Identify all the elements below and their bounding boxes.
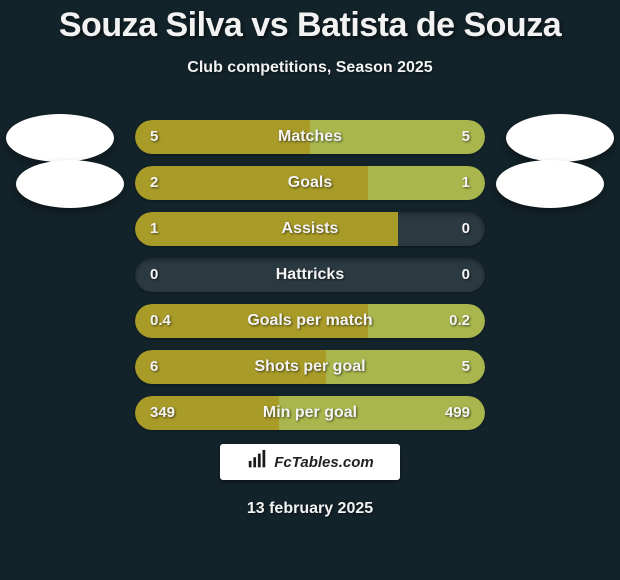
stat-value-right: 1 [462, 166, 470, 200]
stat-name: Goals per match [135, 304, 485, 338]
player-avatar [496, 160, 604, 208]
player-avatar [16, 160, 124, 208]
stat-row: Hattricks0 0 [0, 258, 620, 292]
stat-value-left: 5 [150, 120, 158, 154]
comparison-card: Souza Silva vs Batista de Souza Club com… [0, 0, 620, 580]
stat-value-left: 349 [150, 396, 175, 430]
stat-row: Assists1 0 [0, 212, 620, 246]
stat-value-right: 0 [462, 258, 470, 292]
stat-name: Min per goal [135, 396, 485, 430]
stat-row: Goals per match0.4 0.2 [0, 304, 620, 338]
stat-name: Assists [135, 212, 485, 246]
chart-icon [246, 449, 268, 475]
stat-value-right: 0.2 [449, 304, 470, 338]
player-avatar [506, 114, 614, 162]
source-badge[interactable]: FcTables.com [220, 444, 400, 480]
stat-name: Goals [135, 166, 485, 200]
stat-name: Shots per goal [135, 350, 485, 384]
page-title: Souza Silva vs Batista de Souza [0, 0, 620, 45]
stat-row: Shots per goal6 5 [0, 350, 620, 384]
stat-value-right: 0 [462, 212, 470, 246]
stat-value-left: 0 [150, 258, 158, 292]
stat-value-left: 6 [150, 350, 158, 384]
stat-row: Min per goal349 499 [0, 396, 620, 430]
stat-name: Matches [135, 120, 485, 154]
player-avatar [6, 114, 114, 162]
date-label: 13 february 2025 [0, 500, 620, 518]
stat-value-left: 0.4 [150, 304, 171, 338]
stat-value-right: 5 [462, 350, 470, 384]
badge-text: FcTables.com [274, 454, 373, 471]
page-subtitle: Club competitions, Season 2025 [0, 59, 620, 77]
stat-value-right: 499 [445, 396, 470, 430]
stat-value-right: 5 [462, 120, 470, 154]
stat-name: Hattricks [135, 258, 485, 292]
stat-value-left: 1 [150, 212, 158, 246]
stat-value-left: 2 [150, 166, 158, 200]
